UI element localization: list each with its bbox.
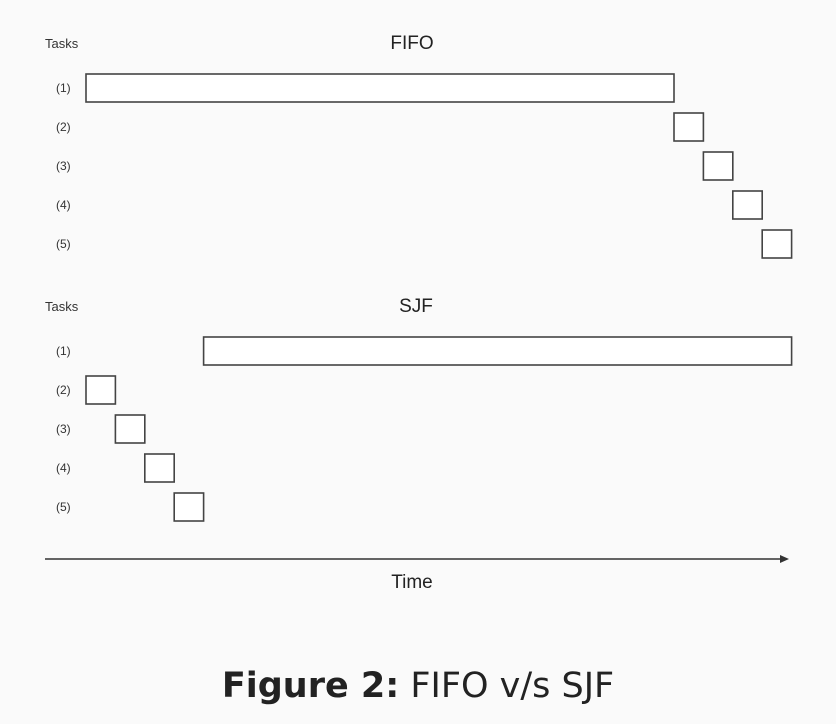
fifo-task-label: (2) xyxy=(56,120,71,134)
figure-caption: Figure 2: FIFO v/s SJF xyxy=(0,666,836,706)
caption-prefix: Figure 2: xyxy=(221,666,400,706)
fifo-task-label: (1) xyxy=(56,81,71,95)
fifo-task-bar xyxy=(85,73,675,103)
time-axis-label: Time xyxy=(391,572,433,593)
sjf-task-bar xyxy=(85,375,117,405)
fifo-task-bar xyxy=(702,151,734,181)
sjf-task-label: (1) xyxy=(56,344,71,358)
fifo-panel: Tasks FIFO (1) (2) (3) (4) (5) xyxy=(45,33,793,259)
sjf-task-bar xyxy=(144,453,176,483)
sjf-tasks-label: Tasks xyxy=(45,299,79,314)
fifo-task-bar xyxy=(673,112,705,142)
fifo-task-label: (5) xyxy=(56,237,71,251)
sjf-task-label: (2) xyxy=(56,383,71,397)
sjf-task-label: (4) xyxy=(56,461,71,475)
fifo-task-label: (3) xyxy=(56,159,71,173)
sjf-task-bar xyxy=(173,492,205,522)
fifo-tasks-label: Tasks xyxy=(45,36,79,51)
fifo-title: FIFO xyxy=(390,33,433,54)
fifo-task-bar xyxy=(761,229,793,259)
time-axis: Time xyxy=(45,555,789,593)
fifo-task-label: (4) xyxy=(56,198,71,212)
fifo-task-bar xyxy=(731,190,763,220)
sjf-task-label: (3) xyxy=(56,422,71,436)
sjf-task-bar xyxy=(202,336,793,366)
sjf-task-label: (5) xyxy=(56,500,71,514)
sjf-task-bar xyxy=(114,414,146,444)
sjf-title: SJF xyxy=(399,296,433,317)
caption-text: FIFO v/s SJF xyxy=(410,666,615,706)
time-axis-arrowhead xyxy=(780,555,789,563)
sjf-panel: Tasks SJF (1) (2) (3) (4) (5) xyxy=(45,296,793,522)
